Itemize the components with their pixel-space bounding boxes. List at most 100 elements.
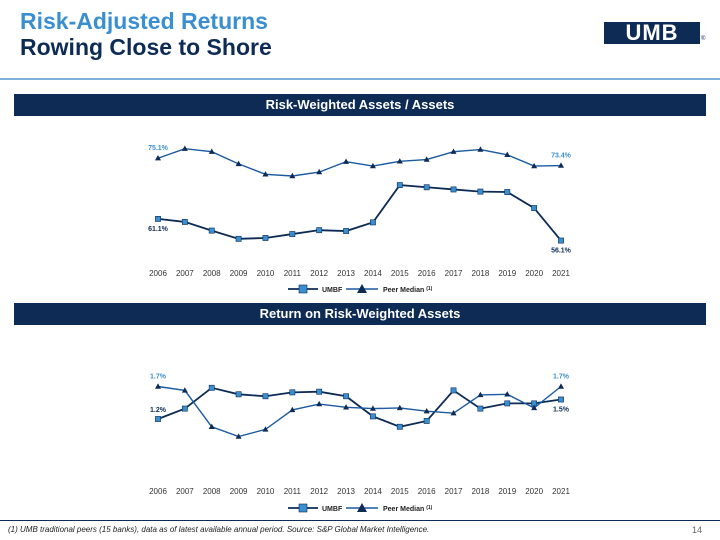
x-tick-label: 2006 (149, 269, 167, 278)
peer-point (316, 400, 323, 407)
series-line-umbf (157, 184, 562, 242)
peer-point (369, 405, 376, 411)
x-tick-label: 2006 (149, 487, 167, 496)
peer-point (558, 383, 564, 389)
series-line-umbf (157, 386, 562, 428)
peer-point (531, 162, 538, 169)
umb-logo: UMB (604, 22, 700, 44)
x-tick-label: 2010 (257, 487, 275, 496)
peer-point (450, 148, 457, 154)
peer-point (208, 148, 215, 154)
umbf-point (155, 216, 161, 222)
umbf-point (208, 227, 215, 234)
x-tick-label: 2021 (552, 269, 570, 278)
data-label: 73.4% (551, 153, 572, 160)
peer-point (181, 387, 188, 393)
x-tick-label: 2019 (498, 269, 516, 278)
peer-point (477, 391, 484, 398)
peer-point (396, 404, 403, 411)
x-tick-label: 2014 (364, 269, 382, 278)
x-tick-label: 2010 (257, 269, 275, 278)
legend-peer-label: Peer Median (1) (383, 286, 433, 294)
legend-umbf-marker (298, 284, 308, 294)
x-tick-label: 2014 (364, 487, 382, 496)
peer-point (289, 406, 296, 413)
registered-mark: ® (701, 36, 706, 42)
umbf-point (181, 405, 188, 412)
peer-point (235, 160, 242, 167)
rwa-assets-chart: 2006 2007 2008 2009 2010 2011 2012 2013 2014 2015… (148, 145, 572, 294)
x-tick-label: 2020 (525, 269, 543, 278)
x-tick-label: 2017 (445, 487, 463, 496)
umbf-point (423, 418, 430, 424)
peer-point (208, 423, 215, 429)
peer-point (477, 146, 484, 152)
x-tick-label: 2017 (445, 269, 463, 278)
umbf-point (450, 387, 457, 394)
umbf-point (262, 393, 269, 400)
peer-point (558, 162, 564, 168)
umbf-point (155, 416, 161, 422)
peer-point (343, 404, 350, 410)
data-label: 1.5% (553, 407, 570, 414)
footnote: (1) UMB traditional peers (15 banks), da… (8, 525, 430, 534)
umbf-point (262, 235, 269, 241)
umbf-point (531, 205, 538, 211)
footer-rule (0, 520, 720, 521)
series-line-peer-median (157, 385, 562, 438)
x-tick-label: 2008 (203, 269, 221, 278)
umbf-point (235, 235, 242, 242)
umbf-point (370, 413, 376, 420)
data-label: 1.7% (553, 374, 570, 381)
umbf-point (181, 219, 188, 225)
legend-umbf-marker (298, 503, 308, 513)
peer-point (504, 151, 511, 157)
data-label: 1.7% (150, 374, 167, 381)
x-tick-label: 2019 (498, 487, 516, 496)
umbf-point (370, 219, 376, 226)
x-tick-label: 2012 (310, 269, 328, 278)
slide-title: Risk-Adjusted Returns Rowing Close to Sh… (20, 8, 272, 60)
x-tick-label: 2009 (230, 269, 248, 278)
legend-peer-label: Peer Median (1) (383, 505, 433, 513)
title-line-1: Risk-Adjusted Returns (20, 8, 268, 34)
x-tick-label: 2021 (552, 487, 570, 496)
umbf-point (316, 227, 323, 234)
page-number: 14 (692, 525, 703, 535)
umbf-point (450, 186, 457, 193)
peer-point (181, 145, 188, 151)
title-line-2: Rowing Close to Shore (20, 34, 272, 60)
peer-point (262, 426, 269, 432)
umbf-point (396, 182, 403, 188)
x-tick-label: 2008 (203, 487, 221, 496)
peer-point (289, 172, 296, 179)
chart-1-title-band: Risk-Weighted Assets / Assets (14, 94, 706, 116)
peer-point (262, 171, 269, 177)
umbf-point (558, 237, 564, 244)
header-rule (0, 78, 720, 80)
umbf-point (289, 231, 296, 237)
umbf-point (423, 184, 430, 191)
x-tick-label: 2018 (472, 269, 490, 278)
umbf-point (316, 388, 323, 395)
data-label: 56.1% (551, 248, 572, 255)
data-label: 75.1% (148, 145, 169, 152)
chart-2-title-band: Return on Risk-Weighted Assets (14, 303, 706, 325)
x-tick-label: 2016 (418, 269, 436, 278)
x-tick-label: 2018 (472, 487, 490, 496)
legend-umbf-label: UMBF (322, 506, 343, 513)
peer-point (155, 383, 161, 389)
legend-peer-marker (357, 284, 367, 293)
peer-point (423, 408, 430, 414)
return-on-rwa-chart: 2006 2007 2008 2009 2010 2011 2012 2013 2014 2015… (149, 374, 570, 514)
data-label: 1.2% (150, 407, 167, 414)
umbf-point (343, 393, 349, 400)
x-tick-label: 2011 (284, 487, 302, 496)
umbf-point (477, 188, 484, 195)
x-tick-label: 2011 (284, 269, 302, 278)
peer-point (316, 168, 323, 175)
umbf-point (504, 400, 511, 407)
peer-point (235, 433, 242, 439)
x-tick-label: 2013 (337, 487, 355, 496)
peer-point (531, 404, 538, 411)
